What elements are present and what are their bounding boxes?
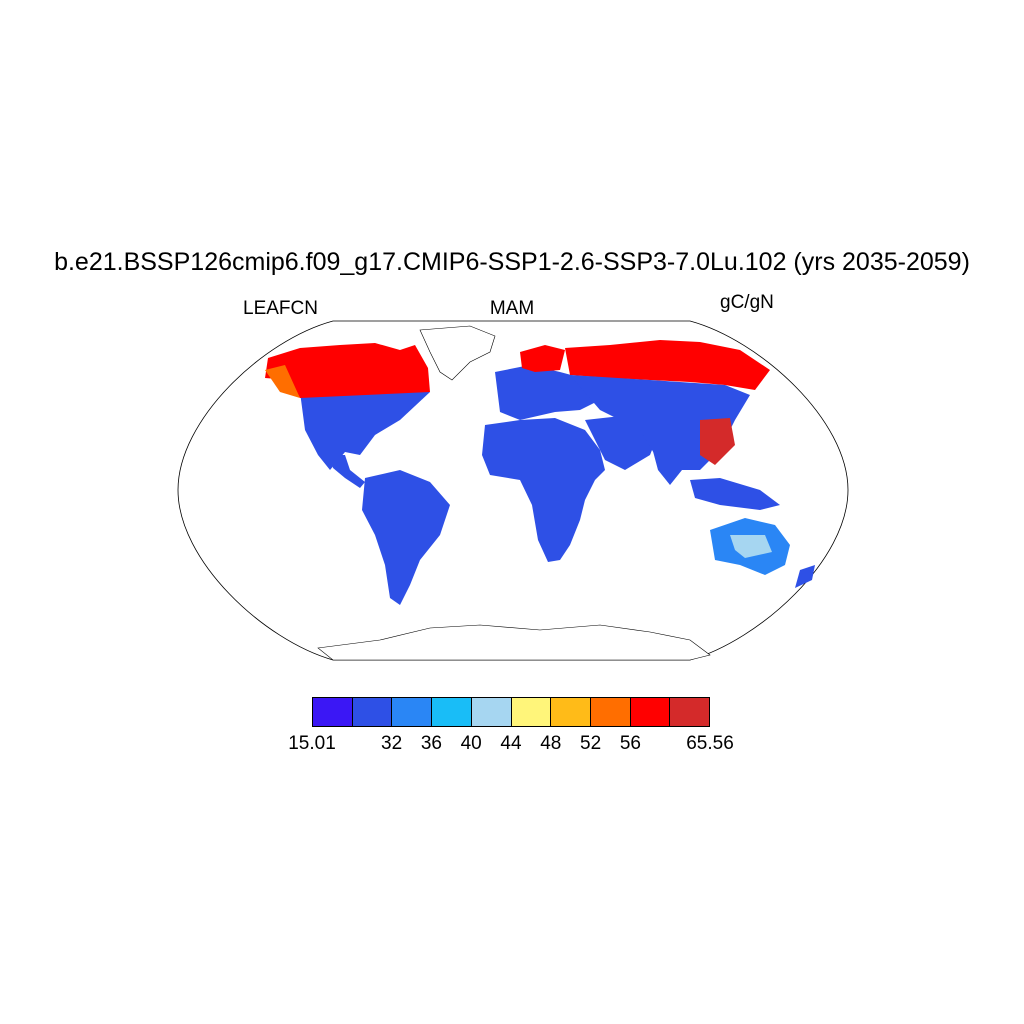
colorbar-swatch-0 (313, 698, 353, 726)
colorbar-swatch-6 (551, 698, 591, 726)
region-scandinavia (520, 345, 565, 372)
region-asia-boreal (565, 340, 770, 390)
season-label: MAM (489, 298, 535, 319)
units-label: gC/gN (720, 292, 774, 313)
colorbar-tick-label: 52 (580, 733, 602, 754)
region-central-america (330, 455, 365, 488)
region-south-america (362, 470, 450, 605)
colorbar (312, 697, 710, 727)
region-east-asia (700, 418, 735, 465)
region-africa (482, 418, 605, 562)
region-antarctica (317, 624, 711, 661)
map-title: b.e21.BSSP126cmip6.f09_g17.CMIP6-SSP1-2.… (54, 248, 970, 276)
colorbar-swatch-4 (471, 698, 512, 726)
colorbar-tick-label: 36 (420, 733, 442, 754)
colorbar-swatch-2 (392, 698, 433, 726)
region-greenland (419, 325, 496, 381)
colorbar-tick-label: 15.01 (288, 733, 336, 754)
colorbar-swatch-7 (590, 698, 631, 726)
region-north-america-temperate (300, 392, 430, 470)
region-alaska-mix (265, 365, 300, 398)
colorbar-swatch-1 (352, 698, 393, 726)
colorbar-tick-label: 56 (619, 733, 641, 754)
region-australia-interior (730, 535, 772, 558)
region-india (650, 440, 690, 485)
colorbar-swatch-3 (432, 698, 472, 726)
colorbar-tick-label: 32 (381, 733, 403, 754)
colorbar-swatch-9 (670, 698, 710, 726)
region-southeast-asia (690, 478, 780, 510)
colorbar-tick-label: 40 (460, 733, 482, 754)
colorbar-tick-label: 65.56 (686, 733, 734, 754)
region-north-america-boreal (265, 343, 430, 398)
colorbar-swatch-8 (630, 698, 671, 726)
region-new-zealand (795, 565, 815, 588)
colorbar-tick-label: 44 (500, 733, 522, 754)
colorbar-tick-label: 48 (540, 733, 562, 754)
variable-label: LEAFCN (243, 298, 318, 319)
colorbar-swatch-5 (511, 698, 552, 726)
